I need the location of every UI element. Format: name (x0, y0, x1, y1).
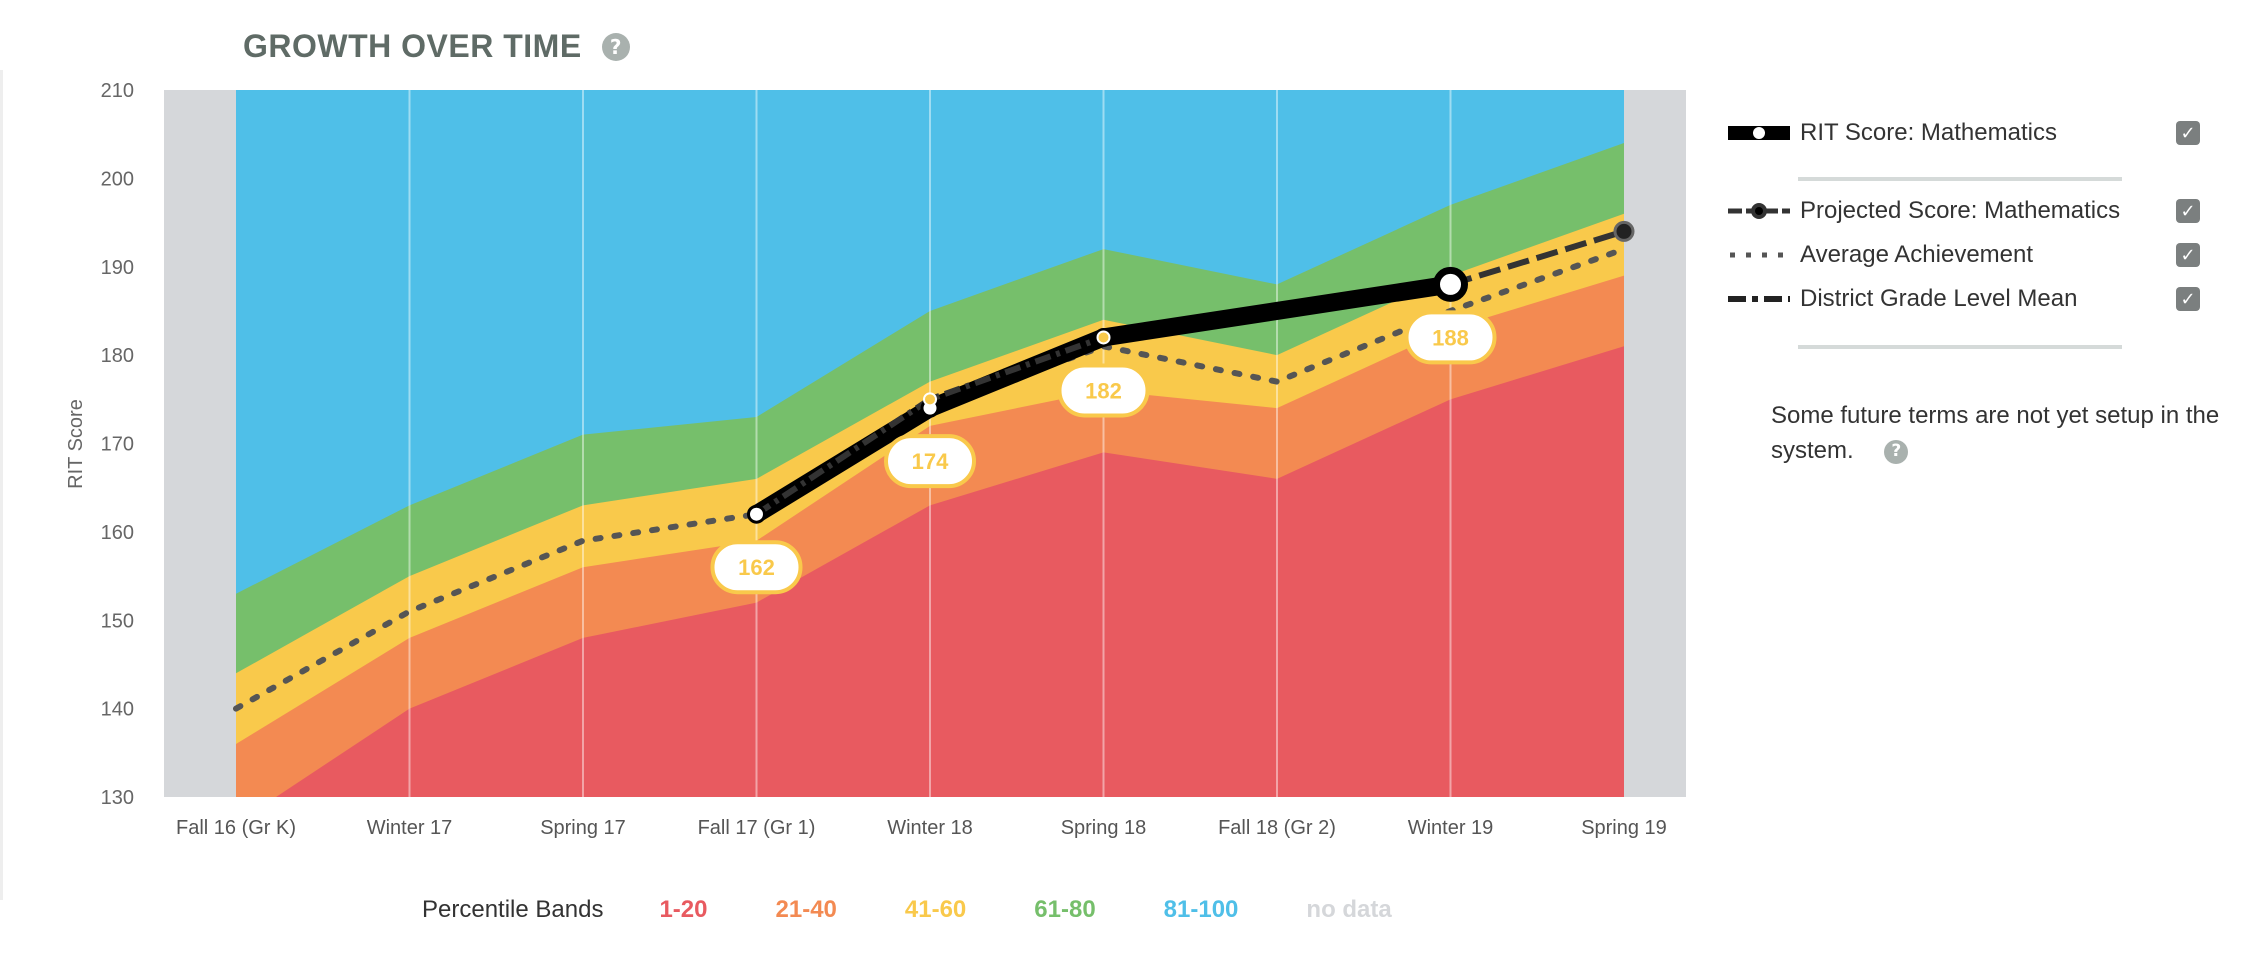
x-tick-label: Winter 18 (887, 817, 973, 839)
x-tick-label: Winter 19 (1408, 817, 1494, 839)
rit-score-point (747, 504, 766, 524)
percentile-bands-legend: Percentile Bands 1-20 21-40 41-60 61-80 … (422, 896, 1460, 924)
rit-score-line-icon (1728, 126, 1790, 140)
rit-score-data-label-bg (1057, 363, 1150, 418)
band-1-20: 1-20 (659, 896, 708, 923)
legend-label-average-achievement: Average Achievement (1800, 241, 2034, 268)
rit-score-line (747, 275, 1460, 524)
average-achievement-line-icon (1730, 252, 1790, 258)
band-no-data: no data (1306, 896, 1392, 923)
rit-score-checkbox[interactable]: ✓ (2176, 121, 2200, 145)
projected-score-checkbox[interactable]: ✓ (2176, 199, 2200, 223)
y-tick-label: 130 (101, 787, 134, 809)
average-achievement-checkbox[interactable]: ✓ (2176, 243, 2200, 267)
band-21-40: 21-40 (775, 896, 837, 923)
legend-item-projected-score[interactable]: Projected Score: Mathematics ✓ (1728, 193, 2200, 229)
x-tick-label: Winter 17 (367, 817, 453, 839)
y-tick-label: 190 (101, 257, 134, 279)
projected-score-line-icon (1728, 203, 1790, 219)
y-tick-label: 210 (101, 80, 134, 102)
legend-divider (1798, 177, 2122, 181)
legend-divider (1798, 345, 2122, 349)
rit-score-data-label-bg (710, 540, 803, 595)
rit-score-data-label: 174 (912, 449, 949, 474)
x-tick-label: Fall 18 (Gr 2) (1218, 817, 1336, 839)
rit-score-data-label-bg (884, 434, 976, 489)
help-icon[interactable]: ? (1884, 439, 1909, 464)
band-81-100: 81-100 (1163, 896, 1239, 923)
chart-title: GROWTH OVER TIME (243, 28, 582, 64)
x-tick-label: Spring 19 (1581, 817, 1667, 839)
x-tick-label: Fall 16 (Gr K) (176, 817, 296, 839)
legend-item-district-mean[interactable]: District Grade Level Mean ✓ (1728, 281, 2200, 317)
band-1-20-area (276, 346, 1624, 797)
note-text: Some future terms are not yet setup in t… (1771, 402, 2220, 464)
x-tick-label: Spring 17 (540, 817, 626, 839)
y-tick-label: 150 (101, 610, 134, 632)
district-mean-point (923, 392, 937, 407)
legend-label-projected-score: Projected Score: Mathematics (1800, 197, 2121, 224)
legend-label-rit-score: RIT Score: Mathematics (1800, 119, 2057, 146)
rit-score-data-label: 188 (1432, 325, 1469, 350)
x-tick-label: Fall 17 (Gr 1) (698, 817, 816, 839)
legend-item-rit-score[interactable]: RIT Score: Mathematics ✓ (1728, 115, 2200, 151)
y-tick-label: 170 (101, 434, 134, 456)
left-divider (0, 70, 3, 900)
legend-label-district-mean: District Grade Level Mean (1800, 285, 2078, 312)
projected-score-point (1613, 220, 1635, 242)
y-tick-label: 180 (101, 345, 134, 367)
band-61-80: 61-80 (1034, 896, 1096, 923)
projected-score-line (1449, 228, 1625, 288)
y-tick-label: 160 (101, 522, 134, 544)
district-mean-checkbox[interactable]: ✓ (2176, 287, 2200, 311)
rit-score-data-label: 162 (738, 555, 775, 580)
band-41-60: 41-60 (904, 896, 967, 923)
y-tick-label: 200 (101, 168, 134, 190)
rit-score-data-label: 182 (1085, 378, 1122, 403)
percentile-bands-title: Percentile Bands (422, 896, 604, 923)
legend-item-average-achievement[interactable]: Average Achievement ✓ (1728, 237, 2200, 273)
help-icon[interactable]: ? (601, 32, 630, 61)
y-tick-label: 140 (101, 699, 134, 721)
y-axis-label: RIT Score (65, 399, 87, 489)
district-mean-point (1096, 330, 1111, 345)
chart-header: GROWTH OVER TIME ? (243, 28, 630, 65)
x-tick-label: Spring 18 (1061, 817, 1147, 839)
district-mean-line-icon (1728, 296, 1790, 302)
rit-score-point (1433, 266, 1468, 302)
district-mean-line (754, 334, 1105, 517)
future-terms-note: Some future terms are not yet setup in t… (1771, 398, 2231, 468)
rit-score-data-label-bg (1404, 310, 1497, 365)
